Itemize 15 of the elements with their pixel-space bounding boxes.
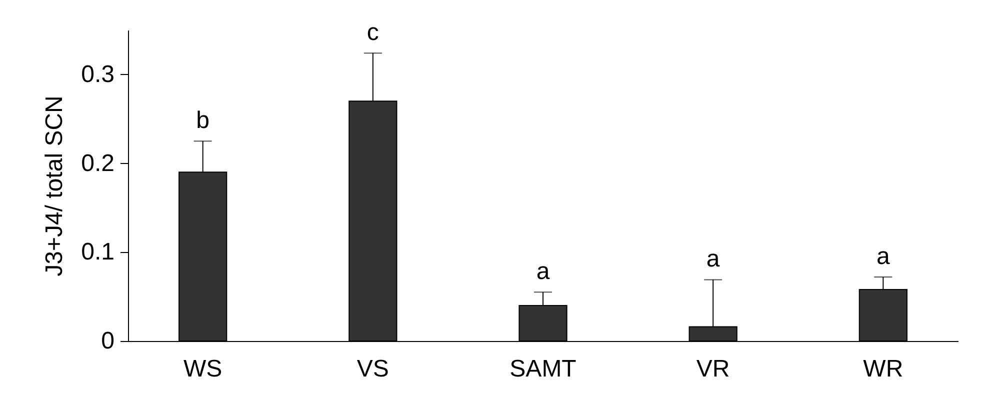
y-axis-title: J3+J4/ total SCN [41, 96, 68, 276]
annotation: a [536, 258, 550, 286]
x-tick-label: VS [356, 356, 389, 382]
annotation: a [706, 246, 720, 273]
x-tick-label: VR [696, 356, 730, 382]
y-tick-label: 0.1 [81, 238, 114, 266]
x-tick-label: WS [184, 356, 222, 382]
y-tick-label: 0.2 [81, 150, 114, 177]
x-tick-label: SAMT [510, 356, 577, 382]
y-tick-label: 0.3 [81, 60, 114, 88]
x-tick-label: WR [863, 356, 904, 382]
annotation: a [876, 243, 890, 270]
y-tick-label: 0 [101, 328, 114, 354]
annotation: c [366, 19, 379, 46]
annotation: b [196, 107, 210, 134]
